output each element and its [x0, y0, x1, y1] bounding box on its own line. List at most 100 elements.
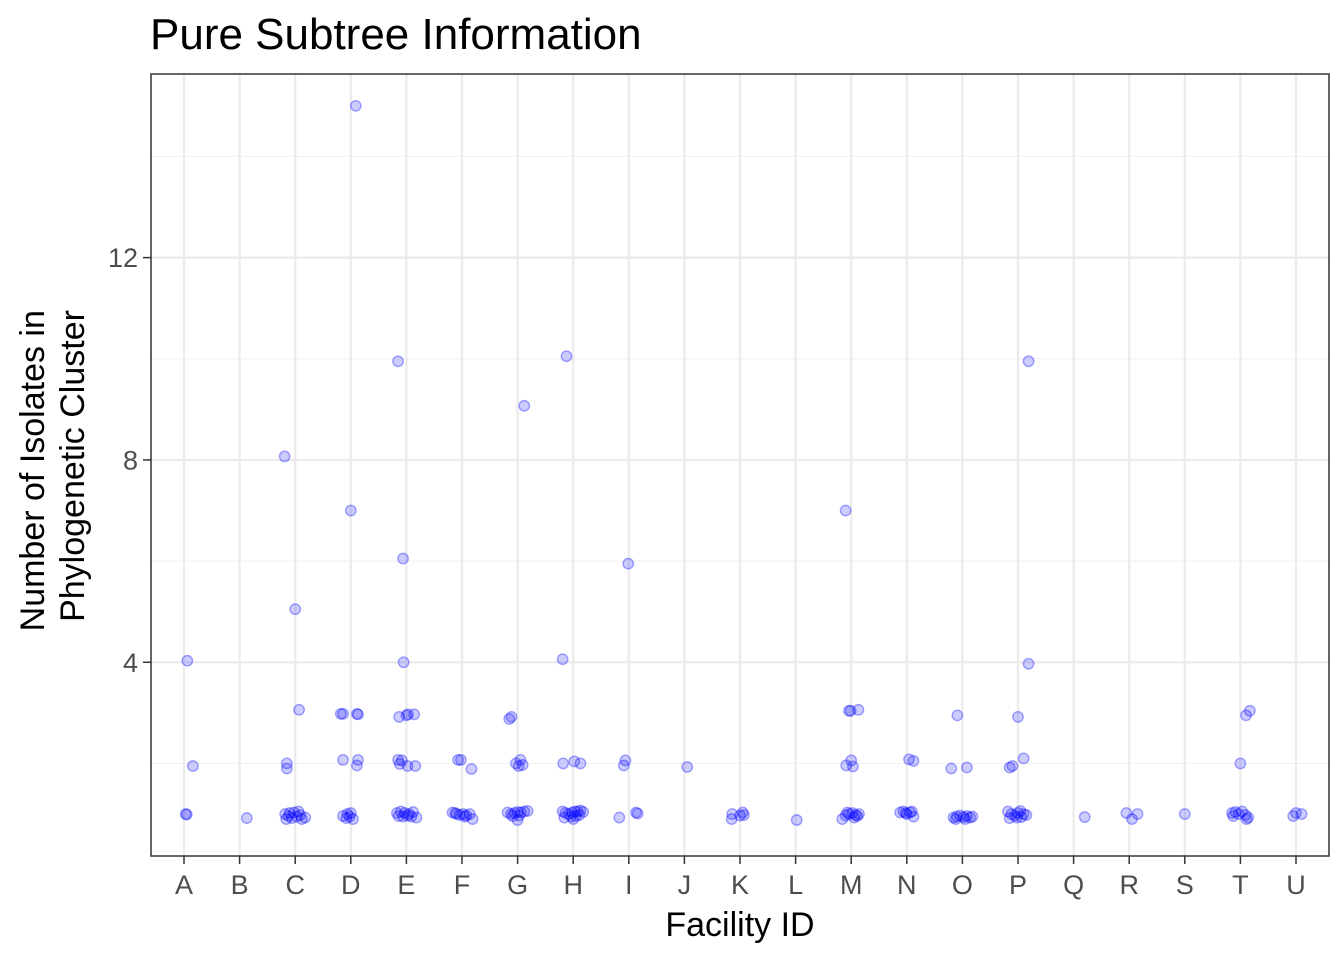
data-point [293, 703, 305, 716]
data-point [1005, 808, 1018, 820]
data-point [1227, 810, 1240, 822]
data-point [396, 754, 408, 767]
data-point [402, 708, 414, 721]
data-point [1239, 809, 1252, 821]
data-point [725, 813, 738, 825]
data-point [1015, 811, 1028, 823]
data-point [951, 709, 964, 722]
data-point [1287, 810, 1300, 822]
data-point [337, 753, 349, 766]
data-point [959, 813, 972, 825]
x-tick-label: G [507, 870, 528, 900]
x-tick-label: P [1009, 870, 1027, 900]
data-point [839, 809, 852, 822]
x-tick-label: H [563, 870, 583, 900]
data-point [1131, 808, 1144, 820]
data-point [570, 810, 582, 822]
data-point [845, 754, 858, 767]
data-point [505, 710, 518, 723]
chart-title: Pure Subtree Information [150, 10, 642, 59]
data-point [851, 810, 864, 822]
x-axis-title: Facility ID [665, 906, 814, 944]
data-point [843, 808, 855, 820]
data-point [179, 808, 192, 820]
data-point [512, 760, 525, 772]
data-point [240, 812, 253, 824]
data-point [1229, 806, 1242, 818]
data-point [351, 707, 363, 720]
data-point [452, 753, 465, 766]
data-point [1012, 710, 1024, 723]
data-point [410, 811, 423, 824]
data-point [848, 811, 860, 824]
grid [151, 74, 1329, 856]
x-tick-label: U [1286, 870, 1306, 900]
x-tick-label: M [840, 870, 863, 900]
data-point [897, 805, 910, 818]
data-point [294, 809, 307, 821]
data-point [567, 813, 580, 825]
data-point [568, 805, 581, 818]
x-tick-label: T [1232, 870, 1249, 900]
data-point [292, 805, 305, 818]
data-point [1002, 805, 1014, 818]
data-point [347, 813, 359, 825]
data-point [397, 810, 409, 823]
x-tick-label: J [678, 870, 692, 900]
x-tick-label: E [397, 870, 415, 900]
data-point [726, 808, 739, 820]
data-point [843, 704, 855, 717]
data-point [1008, 809, 1021, 822]
data-point [899, 807, 912, 819]
data-point [280, 813, 293, 825]
data-point [180, 808, 193, 821]
data-point [1243, 704, 1256, 717]
data-point [518, 399, 531, 412]
x-tick-label: D [341, 870, 361, 900]
data-point [394, 805, 407, 818]
data-point [619, 754, 632, 767]
data-point [562, 808, 575, 820]
data-point [1126, 813, 1138, 825]
x-tick-label: A [175, 870, 193, 900]
data-point [853, 808, 865, 820]
data-point [1232, 808, 1245, 820]
data-point [894, 806, 907, 819]
data-point [508, 807, 521, 819]
data-point [460, 809, 473, 822]
data-point [344, 807, 357, 819]
data-point [299, 811, 312, 824]
data-point [737, 809, 750, 821]
data-point [577, 806, 590, 818]
data-point [466, 813, 479, 825]
data-point [518, 805, 531, 818]
data-point [1010, 811, 1023, 824]
data-point [557, 757, 570, 770]
data-point [289, 603, 302, 616]
data-point [181, 654, 194, 667]
data-point [849, 809, 862, 821]
data-point [449, 807, 462, 819]
data-point [1003, 761, 1016, 774]
data-point [337, 707, 349, 720]
data-point [401, 809, 414, 822]
data-point [844, 704, 857, 717]
data-point [343, 810, 356, 823]
data-point [340, 812, 353, 824]
data-point [515, 806, 527, 819]
data-point [1226, 807, 1238, 819]
data-point [278, 450, 291, 463]
data-point [790, 814, 803, 826]
data-point [337, 810, 349, 822]
x-tick-label: I [625, 870, 633, 900]
data-point [409, 760, 422, 772]
data-point [1242, 811, 1255, 824]
y-axis-title: Number of Isolates in Phylogenetic Clust… [14, 301, 92, 632]
x-tick-label: S [1176, 870, 1194, 900]
data-point [905, 805, 918, 818]
data-point [839, 504, 852, 517]
data-point [949, 813, 962, 825]
x-tick-label: Q [1063, 870, 1084, 900]
data-point [613, 811, 626, 824]
